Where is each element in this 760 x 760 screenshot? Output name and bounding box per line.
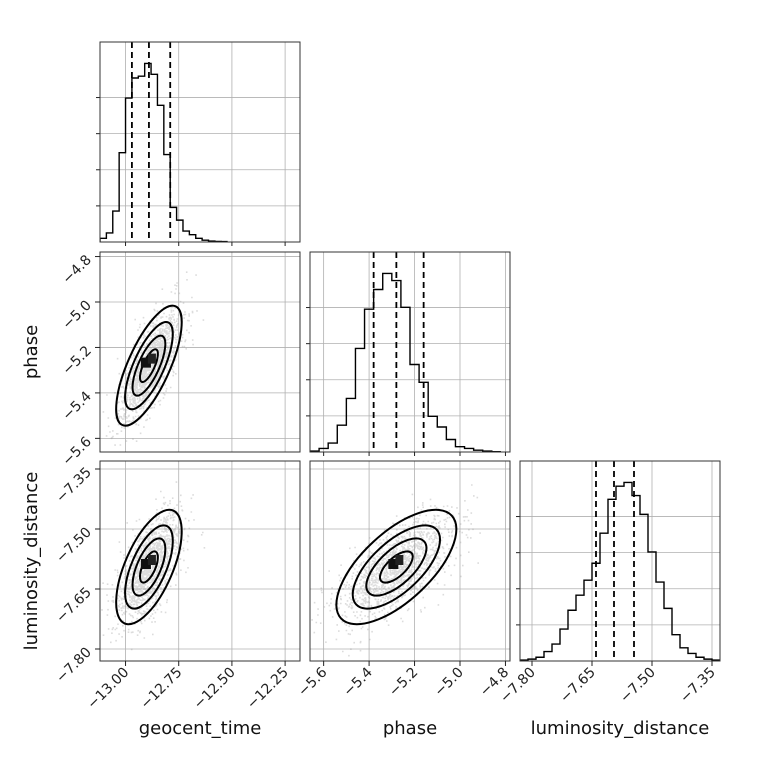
xtick-label-geocent_time: −12.75 — [138, 665, 186, 713]
ytick-label-luminosity_distance: −7.80 — [53, 645, 95, 687]
hist-step-luminosity_distance — [520, 481, 720, 661]
scatter-points — [102, 271, 205, 446]
ylabel-phase: phase — [21, 325, 42, 379]
contour-level-1 — [115, 508, 183, 626]
xtick-label-luminosity_distance: −7.50 — [617, 665, 659, 707]
xtick-label-phase: −5.6 — [295, 664, 330, 699]
ytick-label-luminosity_distance: −7.50 — [53, 525, 95, 567]
hist-frame-geocent_time — [99, 41, 301, 243]
ylabel-luminosity_distance: luminosity_distance — [21, 472, 42, 651]
xtick-label-geocent_time: −12.50 — [191, 665, 239, 713]
scatter-panel-geocent_time-luminosity_distance — [99, 460, 301, 662]
xlabel-luminosity_distance: luminosity_distance — [531, 718, 710, 739]
contour-level-2 — [124, 320, 174, 411]
density-peak — [395, 555, 404, 565]
contour-level-1 — [115, 304, 183, 427]
xlabel-geocent_time: geocent_time — [139, 718, 262, 739]
xtick-label-luminosity_distance: −7.35 — [677, 665, 719, 707]
hist-frame-phase — [309, 251, 511, 453]
scatter-frame — [99, 460, 301, 662]
hist-frame-luminosity_distance — [519, 460, 721, 662]
contour-level-2 — [124, 524, 174, 610]
hist-step-phase — [310, 272, 501, 452]
scatter-frame — [99, 251, 301, 453]
scatter-panel-geocent_time-phase — [99, 251, 301, 453]
density-peak — [147, 353, 156, 364]
xtick-label-phase: −5.0 — [431, 665, 466, 700]
scatter-points — [101, 481, 206, 651]
xlabel-phase: phase — [383, 718, 437, 739]
contour-level-3 — [131, 537, 167, 597]
density-peak — [140, 559, 151, 569]
hist-panel-phase — [306, 251, 511, 456]
xtick-label-geocent_time: −13.00 — [84, 665, 132, 713]
density-peak — [388, 559, 399, 569]
scatter-panel-phase-luminosity_distance — [309, 460, 511, 662]
density-peak — [147, 555, 156, 565]
hist-clip-group — [310, 252, 501, 452]
ytick-label-phase: −5.0 — [59, 298, 94, 333]
scatter-clip-group — [311, 484, 481, 657]
xtick-label-phase: −5.2 — [386, 665, 421, 700]
scatter-clip-group — [101, 481, 206, 651]
ytick-label-phase: −5.6 — [59, 434, 94, 469]
contour-level-3 — [365, 537, 428, 597]
xtick-label-geocent_time: −12.25 — [244, 665, 292, 713]
scatter-points — [311, 484, 481, 657]
ytick-label-phase: −5.2 — [59, 343, 94, 378]
contour-level-1 — [335, 508, 458, 626]
xtick-label-phase: −5.4 — [341, 664, 376, 699]
scatter-frame — [309, 460, 511, 662]
density-peak — [140, 357, 151, 368]
contour-level-2 — [351, 524, 442, 610]
ytick-label-luminosity_distance: −7.65 — [53, 585, 95, 627]
hist-clip-group — [100, 42, 228, 242]
ytick-label-phase: −4.8 — [59, 252, 94, 287]
hist-panel-geocent_time — [96, 41, 301, 246]
scatter-clip-group — [102, 271, 205, 446]
xtick-label-luminosity_distance: −7.65 — [557, 665, 599, 707]
hist-clip-group — [520, 461, 720, 661]
corner-plot-panels: −13.00 −12.75 −12.50 −12.25 −5.6 −5.4 −5.2 −5.0… — [21, 41, 721, 739]
hist-step-geocent_time — [100, 62, 228, 242]
contour-level-3 — [131, 334, 167, 397]
hist-panel-luminosity_distance — [516, 460, 721, 665]
ytick-label-phase: −5.4 — [59, 388, 94, 423]
ytick-label-luminosity_distance: −7.35 — [53, 465, 95, 507]
